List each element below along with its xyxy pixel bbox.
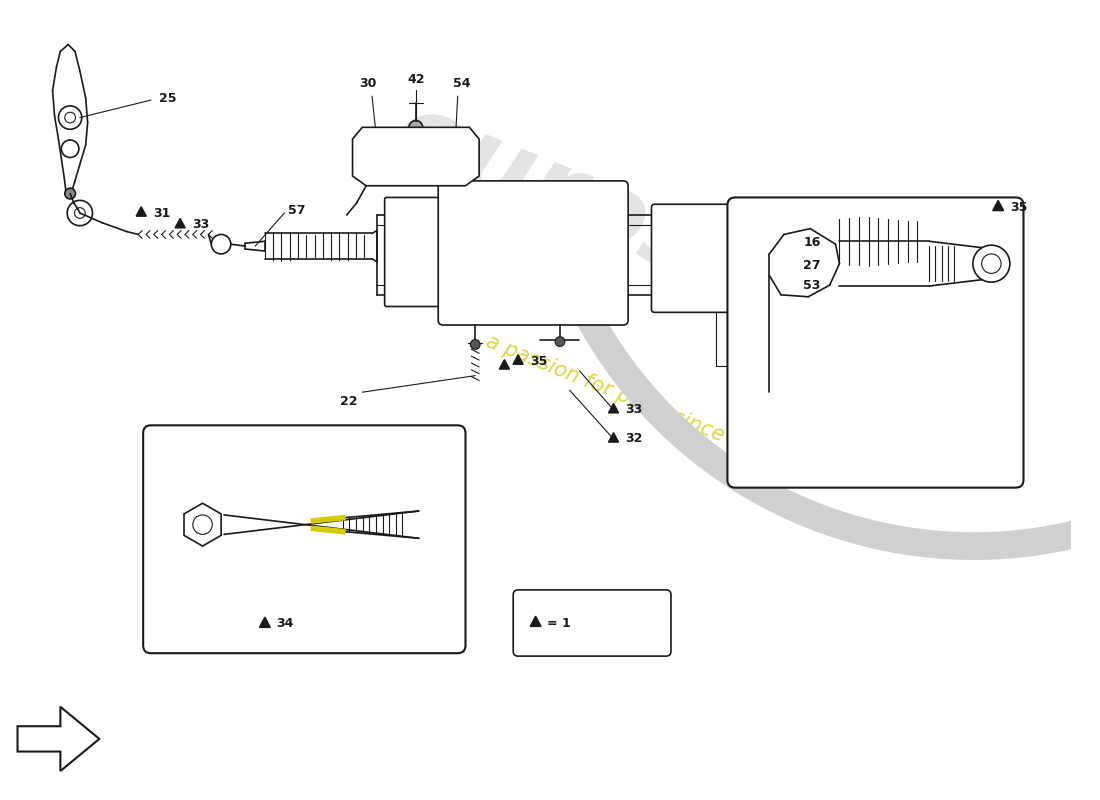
Polygon shape — [175, 218, 185, 228]
Polygon shape — [184, 503, 221, 546]
Circle shape — [75, 208, 85, 218]
Circle shape — [582, 226, 596, 239]
Polygon shape — [18, 706, 99, 771]
Circle shape — [972, 245, 1010, 282]
FancyBboxPatch shape — [143, 426, 465, 653]
Polygon shape — [499, 359, 509, 369]
Circle shape — [947, 320, 958, 330]
Circle shape — [372, 150, 384, 162]
Polygon shape — [352, 127, 480, 186]
Circle shape — [65, 112, 76, 123]
Circle shape — [65, 188, 76, 199]
Circle shape — [58, 106, 81, 130]
FancyBboxPatch shape — [385, 198, 539, 306]
Text: 35: 35 — [1010, 201, 1027, 214]
Text: 34: 34 — [276, 618, 294, 630]
Text: 30: 30 — [360, 78, 377, 90]
Polygon shape — [136, 206, 146, 216]
Text: 35: 35 — [530, 354, 547, 367]
Circle shape — [939, 312, 965, 338]
Circle shape — [594, 254, 609, 270]
Circle shape — [211, 234, 231, 254]
Text: 22: 22 — [340, 395, 358, 408]
Text: 54: 54 — [453, 78, 471, 90]
Circle shape — [519, 245, 532, 258]
FancyBboxPatch shape — [651, 204, 742, 312]
Circle shape — [826, 252, 845, 271]
Text: a passion for parts since 1985: a passion for parts since 1985 — [483, 332, 783, 468]
Circle shape — [410, 150, 421, 162]
Polygon shape — [608, 403, 618, 413]
Circle shape — [673, 240, 710, 278]
FancyBboxPatch shape — [514, 590, 671, 656]
Circle shape — [568, 298, 582, 311]
FancyBboxPatch shape — [727, 198, 1023, 488]
Text: 16: 16 — [803, 236, 821, 249]
Text: 53: 53 — [803, 278, 821, 291]
Text: 33: 33 — [191, 218, 209, 231]
Polygon shape — [530, 616, 541, 626]
Polygon shape — [513, 354, 524, 364]
FancyBboxPatch shape — [438, 181, 628, 325]
Text: = 1: = 1 — [548, 617, 571, 630]
Circle shape — [409, 121, 422, 134]
Polygon shape — [608, 433, 618, 442]
Circle shape — [598, 258, 606, 266]
Circle shape — [556, 337, 564, 346]
Text: 32: 32 — [625, 433, 642, 446]
Polygon shape — [992, 200, 1003, 210]
Text: 33: 33 — [625, 403, 642, 416]
Text: 57: 57 — [288, 204, 306, 217]
Polygon shape — [260, 617, 271, 627]
Circle shape — [192, 515, 212, 534]
Text: eurospares: eurospares — [377, 84, 1025, 424]
Text: 31: 31 — [153, 206, 170, 219]
Circle shape — [981, 254, 1001, 274]
Text: 42: 42 — [407, 74, 425, 86]
Circle shape — [62, 140, 79, 158]
Circle shape — [683, 250, 701, 267]
Text: 25: 25 — [158, 92, 176, 105]
Circle shape — [471, 340, 480, 350]
Text: 27: 27 — [803, 259, 821, 272]
Circle shape — [67, 200, 92, 226]
Circle shape — [510, 236, 541, 267]
Circle shape — [449, 150, 461, 162]
